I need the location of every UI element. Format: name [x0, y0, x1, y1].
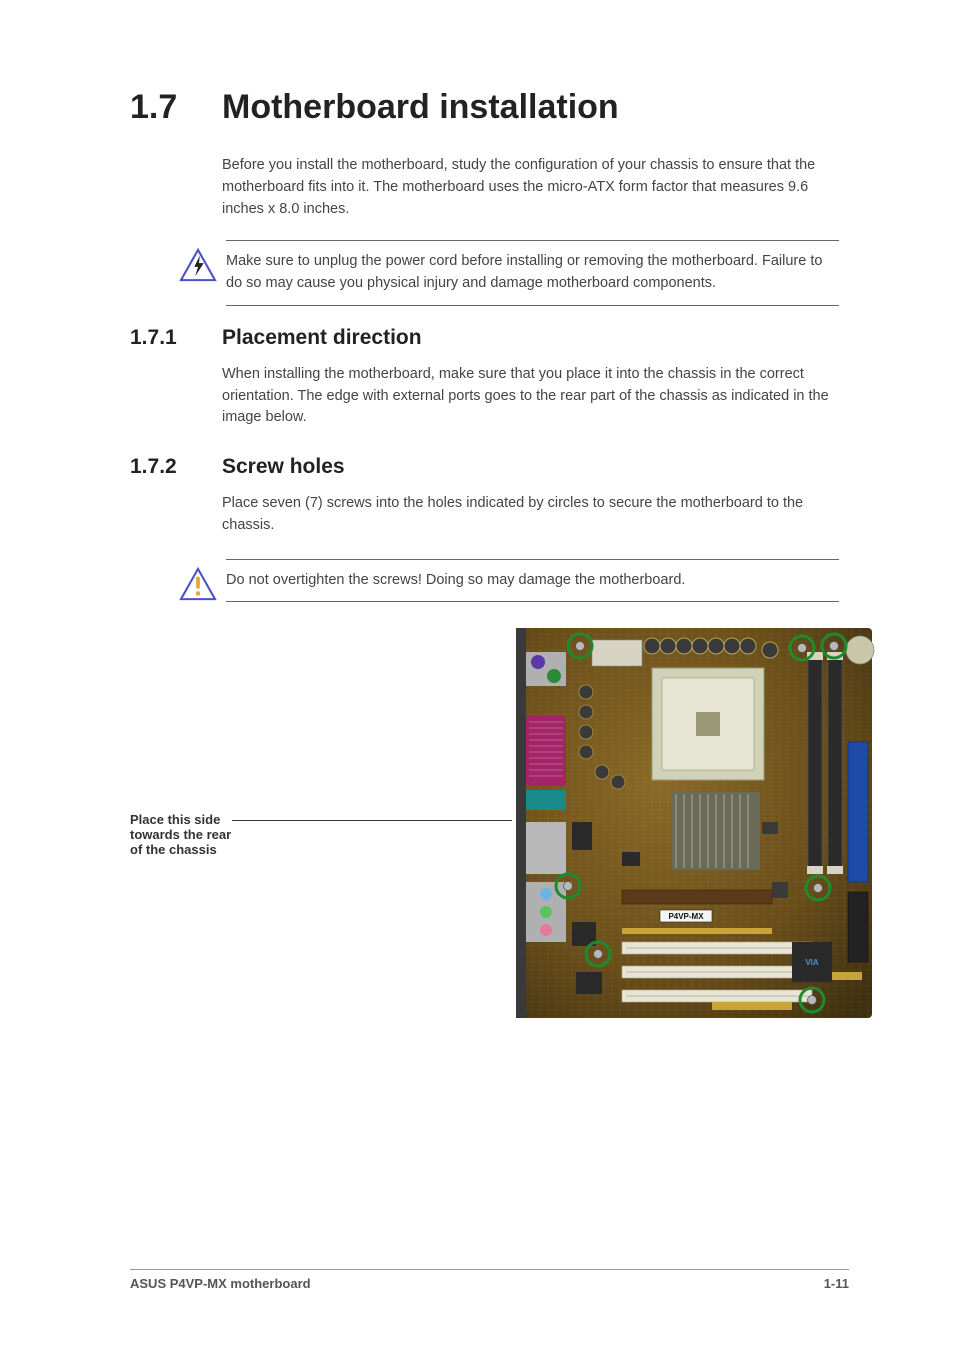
- danger-callout: Make sure to unplug the power cord befor…: [170, 240, 849, 306]
- sub2-number: 1.7.2: [130, 455, 222, 479]
- svg-text:VIA: VIA: [805, 958, 819, 967]
- section-title-text: Motherboard installation: [222, 88, 619, 126]
- motherboard-photo: VIA P4VP-MX: [512, 622, 876, 1022]
- caution-text: Do not overtighten the screws! Doing so …: [226, 559, 839, 603]
- caution-callout: Do not overtighten the screws! Doing so …: [170, 559, 849, 603]
- section-number: 1.7: [130, 88, 222, 127]
- sub2-title: Screw holes: [222, 455, 345, 478]
- subheading-screwholes: 1.7.2Screw holes: [130, 455, 849, 479]
- subheading-placement: 1.7.1Placement direction: [130, 326, 849, 350]
- sub2-paragraph: Place seven (7) screws into the holes in…: [222, 493, 839, 537]
- footer-right: 1-11: [824, 1276, 849, 1291]
- danger-text: Make sure to unplug the power cord befor…: [226, 240, 839, 306]
- section-heading: 1.7Motherboard installation: [130, 88, 849, 127]
- caution-icon: [179, 567, 217, 601]
- page-footer: ASUS P4VP-MX motherboard 1-11: [130, 1269, 849, 1291]
- figure-area: Place this side towards the rear of the …: [222, 622, 849, 1042]
- intro-paragraph: Before you install the motherboard, stud…: [222, 155, 839, 220]
- sub1-number: 1.7.1: [130, 326, 222, 350]
- sub1-title: Placement direction: [222, 326, 422, 349]
- figure-side-label: Place this side towards the rear of the …: [130, 812, 231, 857]
- board-model-label: P4VP-MX: [668, 912, 704, 921]
- danger-icon-col: [170, 240, 226, 282]
- caution-icon-col: [170, 559, 226, 601]
- footer-left: ASUS P4VP-MX motherboard: [130, 1276, 311, 1291]
- sub1-paragraph: When installing the motherboard, make su…: [222, 364, 839, 429]
- figure-leader-line: [232, 820, 512, 821]
- danger-icon: [179, 248, 217, 282]
